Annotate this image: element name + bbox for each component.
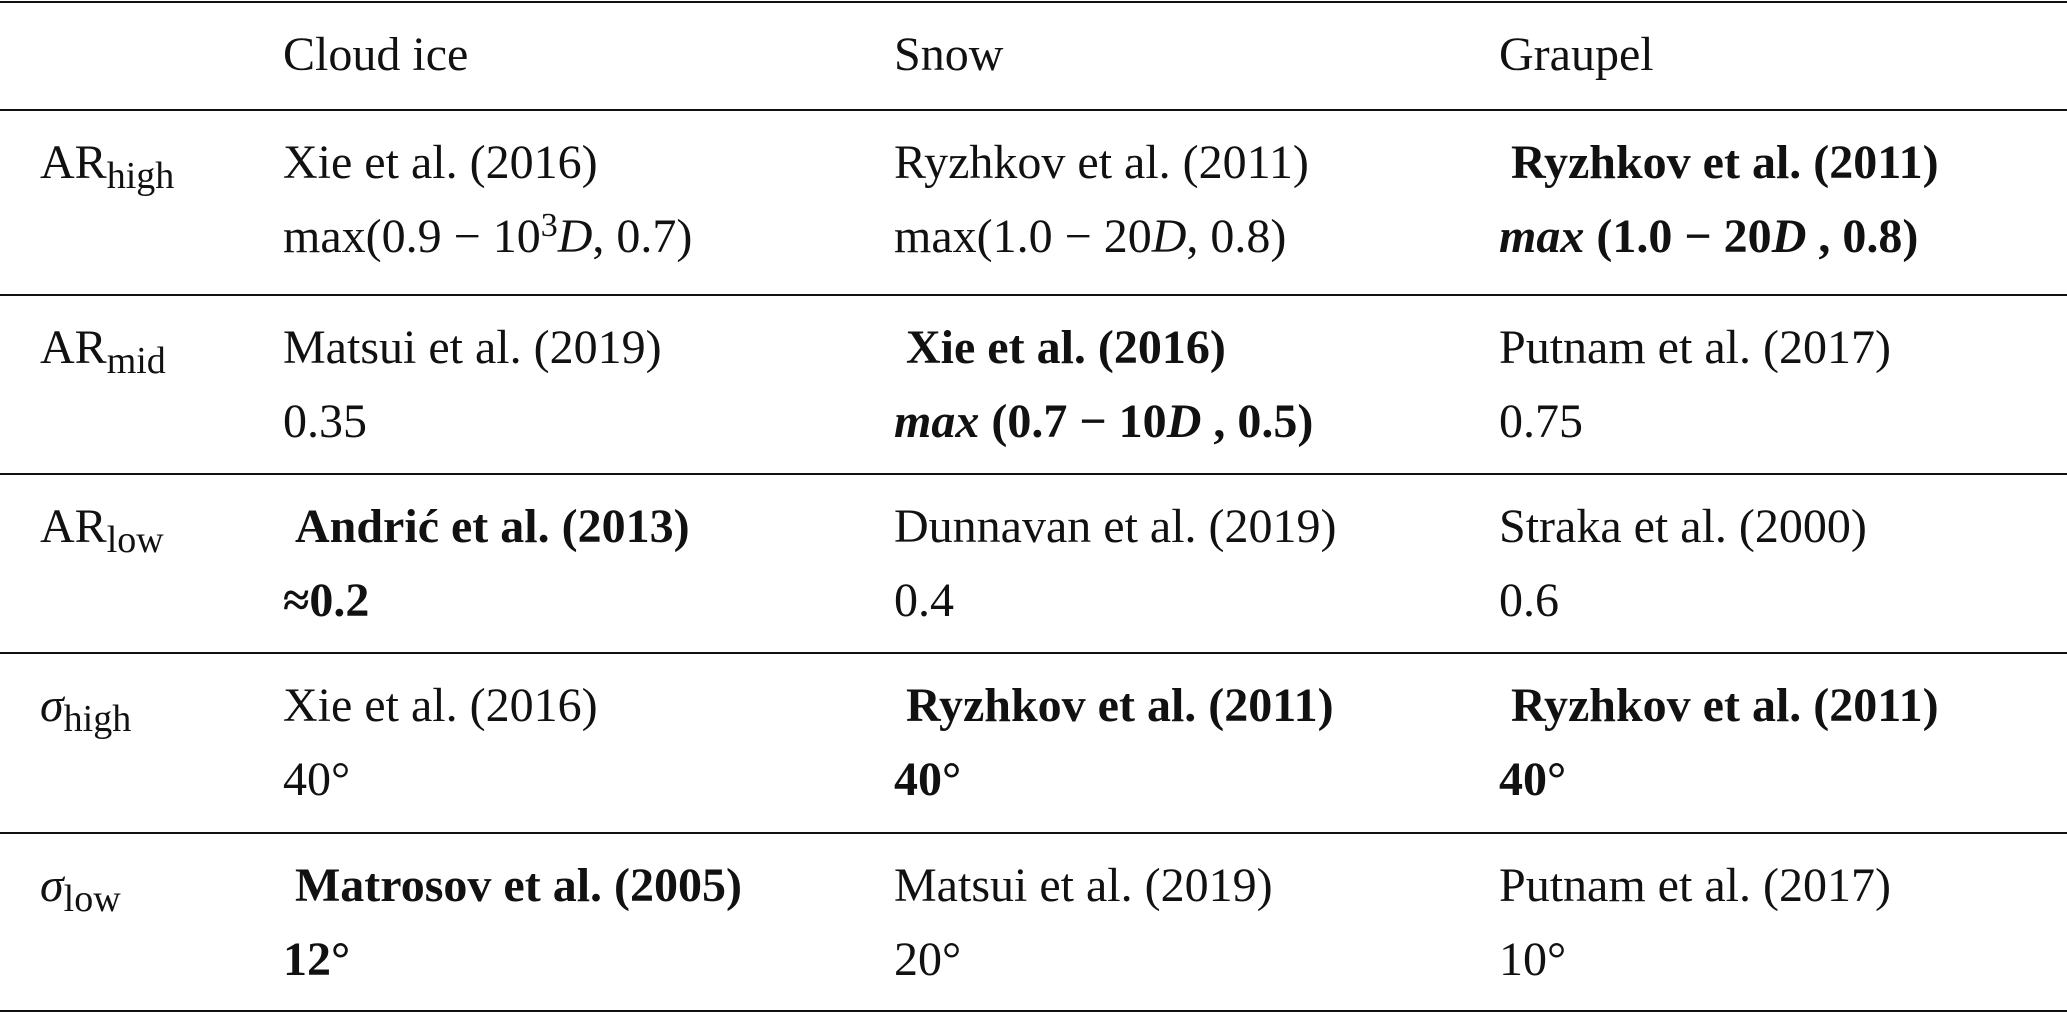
value-part: 40° — [283, 753, 351, 806]
reference: Xie et al. (2016) — [283, 679, 598, 732]
table-cell: Andrić et al. (2013) ≈0.2 — [283, 490, 690, 638]
value-part: max(0.9 − 10 — [283, 210, 541, 263]
rule-line — [0, 473, 2067, 475]
value: 12° — [283, 923, 742, 997]
value-part: , 0.8) — [1186, 210, 1287, 263]
value-part: D — [1166, 395, 1202, 448]
value: max(0.9 − 103D, 0.7) — [283, 200, 692, 274]
table-cell: Xie et al. (2016) max (0.7 − 10D , 0.5) — [894, 311, 1313, 459]
reference: Matsui et al. (2019) — [894, 859, 1273, 912]
reference: Putnam et al. (2017) — [1499, 859, 1891, 912]
reference: Ryzhkov et al. (2011) — [894, 136, 1309, 189]
value-part: 12° — [283, 933, 351, 986]
table-cell: Dunnavan et al. (2019) 0.4 — [894, 490, 1337, 638]
row-label: ARlow — [40, 490, 164, 564]
value: max(1.0 − 20D, 0.8) — [894, 200, 1309, 274]
reference: Ryzhkov et al. (2011) — [1511, 136, 1939, 189]
table-cell: Xie et al. (2016) max(0.9 − 103D, 0.7) — [283, 126, 692, 274]
row-label: ARhigh — [40, 126, 174, 200]
value: 0.35 — [283, 385, 662, 459]
value: 40° — [894, 743, 1334, 817]
rule-line — [0, 1010, 2067, 1012]
table-cell: Putnam et al. (2017) 0.75 — [1499, 311, 1891, 459]
reference: Matrosov et al. (2005) — [295, 859, 742, 912]
value-part: max — [1499, 210, 1585, 263]
column-header: Graupel — [1499, 28, 1654, 81]
reference: Ryzhkov et al. (2011) — [906, 679, 1334, 732]
value: 20° — [894, 923, 1273, 997]
value-part: 0.4 — [894, 574, 954, 627]
value-part: 40° — [894, 753, 962, 806]
label-subscript: low — [63, 878, 121, 920]
table-cell: Ryzhkov et al. (2011) max (1.0 − 20D , 0.… — [1499, 126, 1939, 274]
label-subscript: high — [63, 698, 132, 740]
value-part: (1.0 − 20 — [1584, 210, 1772, 263]
label-subscript: high — [106, 155, 175, 197]
value: 0.4 — [894, 564, 1337, 638]
column-header: Cloud ice — [283, 28, 469, 81]
value-part: 20° — [894, 933, 962, 986]
rule-line — [0, 652, 2067, 654]
value-part: ≈0.2 — [283, 574, 370, 627]
label-subscript: low — [106, 519, 164, 561]
rule-line — [0, 832, 2067, 834]
value-part: D — [1151, 210, 1187, 263]
rule-line — [0, 294, 2067, 296]
value: 0.75 — [1499, 385, 1891, 459]
table-cell: Ryzhkov et al. (2011) 40° — [894, 669, 1334, 817]
table-cell: Putnam et al. (2017) 10° — [1499, 849, 1891, 997]
label-base: σ — [40, 679, 64, 732]
value: 0.6 — [1499, 564, 1867, 638]
reference: Ryzhkov et al. (2011) — [1511, 679, 1939, 732]
column-header: Snow — [894, 28, 1004, 81]
reference: Andrić et al. (2013) — [295, 500, 690, 553]
label-subscript: mid — [106, 340, 166, 382]
label-base: AR — [40, 321, 107, 374]
value-part: , 0.5) — [1201, 395, 1314, 448]
reference: Xie et al. (2016) — [906, 321, 1226, 374]
table-cell: Ryzhkov et al. (2011) max(1.0 − 20D, 0.8) — [894, 126, 1309, 274]
value-part: (0.7 − 10 — [979, 395, 1167, 448]
value: ≈0.2 — [283, 564, 690, 638]
table-cell: Matsui et al. (2019) 0.35 — [283, 311, 662, 459]
row-label: ARmid — [40, 311, 166, 385]
table-cell: Matsui et al. (2019) 20° — [894, 849, 1273, 997]
table-cell: Ryzhkov et al. (2011) 40° — [1499, 669, 1939, 817]
rule-line — [0, 109, 2067, 111]
value-part: max — [894, 395, 980, 448]
value-part: 40° — [1499, 753, 1567, 806]
rule-line — [0, 1, 2067, 3]
value-part: 0.6 — [1499, 574, 1559, 627]
reference: Dunnavan et al. (2019) — [894, 500, 1337, 553]
value-part: D — [557, 210, 593, 263]
label-base: AR — [40, 136, 107, 189]
reference: Putnam et al. (2017) — [1499, 321, 1891, 374]
value: 40° — [283, 743, 598, 817]
reference: Xie et al. (2016) — [283, 136, 598, 189]
reference: Matsui et al. (2019) — [283, 321, 662, 374]
value: 10° — [1499, 923, 1891, 997]
row-label: σlow — [40, 849, 121, 923]
value: 40° — [1499, 743, 1939, 817]
value: max (1.0 − 20D , 0.8) — [1499, 200, 1939, 274]
label-base: σ — [40, 859, 64, 912]
value-part: , 0.7) — [592, 210, 693, 263]
value: max (0.7 − 10D , 0.5) — [894, 385, 1313, 459]
value-part: 0.75 — [1499, 395, 1583, 448]
label-base: AR — [40, 500, 107, 553]
table-cell: Matrosov et al. (2005) 12° — [283, 849, 742, 997]
value-part: 3 — [540, 207, 558, 244]
value-part: 0.35 — [283, 395, 367, 448]
row-label: σhigh — [40, 669, 131, 743]
value-part: D — [1771, 210, 1807, 263]
table-cell: Straka et al. (2000) 0.6 — [1499, 490, 1867, 638]
value-part: max(1.0 − 20 — [894, 210, 1152, 263]
value-part: , 0.8) — [1806, 210, 1919, 263]
reference: Straka et al. (2000) — [1499, 500, 1867, 553]
value-part: 10° — [1499, 933, 1567, 986]
table-cell: Xie et al. (2016) 40° — [283, 669, 598, 817]
